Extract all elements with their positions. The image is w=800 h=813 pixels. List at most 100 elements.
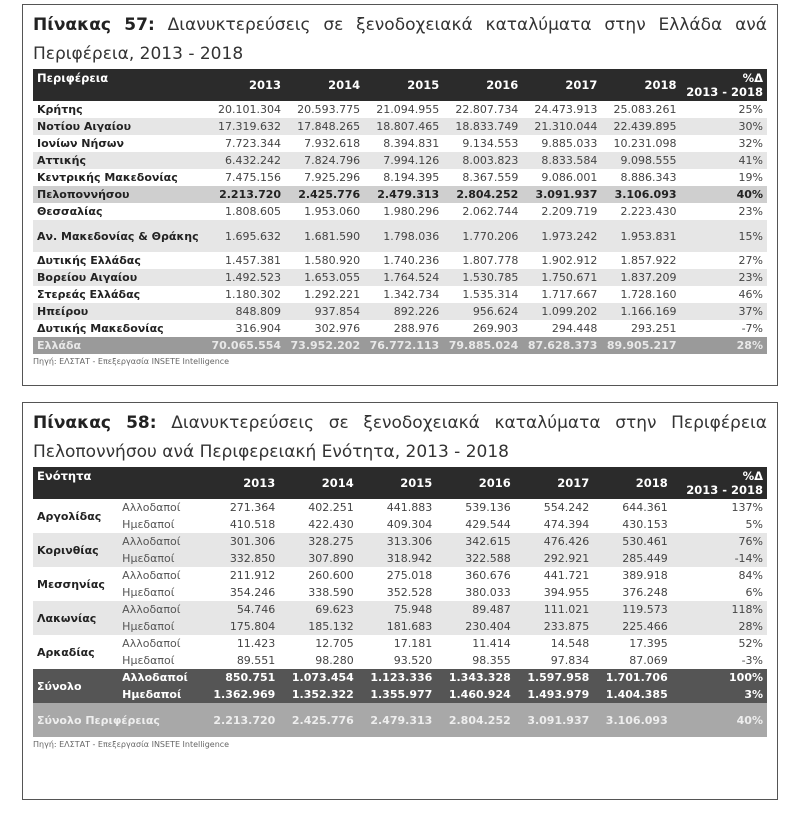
value-cell: 1.728.160 <box>620 288 677 301</box>
value-cell: 1.973.242 <box>522 220 602 252</box>
value-cell: 28% <box>671 618 767 635</box>
value-cell: 2.062.744 <box>462 205 519 218</box>
table-label: Πίνακας 57: <box>33 15 155 35</box>
value-cell: 275.018 <box>386 569 433 582</box>
value-cell: 22.439.895 <box>601 118 681 135</box>
region-name: Αν. Μακεδονίας & Θράκης <box>33 220 206 252</box>
value-cell: 97.834 <box>550 654 590 667</box>
value-cell: 3.091.937 <box>522 186 602 203</box>
region-name: Ηπείρου <box>33 303 206 320</box>
value-cell: 422.430 <box>308 518 354 531</box>
table-row: Αρκαδίας Αλλοδαποί 11.423 12.705 17.181 11.41… <box>33 635 767 659</box>
value-cell: 429.544 <box>465 518 511 531</box>
table-row: Κορινθίας Αλλοδαποί 301.306 328.275 313.306 3… <box>33 533 767 567</box>
value-cell: 30% <box>680 118 767 135</box>
value-cell: 8.367.559 <box>462 171 519 184</box>
value-cell: 181.683 <box>357 618 437 635</box>
table-row: Κεντρικής Μακεδονίας 7.475.156 7.925.296 8.… <box>33 169 767 186</box>
value-cell: 2.804.252 <box>443 186 523 203</box>
value-cell: 54.746 <box>200 601 280 618</box>
value-cell: 530.461 <box>593 533 672 550</box>
table-58-title: Πίνακας 58: Διανυκτερεύσεις σε ξενοδοχει… <box>23 403 777 467</box>
origin-label: Αλλοδαποί <box>122 501 181 514</box>
value-cell: 7.925.296 <box>304 171 361 184</box>
value-cell: 7.932.618 <box>304 137 361 150</box>
origin-label: Ημεδαποί <box>118 686 201 703</box>
value-cell: 6% <box>745 586 763 599</box>
origin-label: Αλλοδαποί <box>122 569 181 582</box>
table-row: Αν. Μακεδονίας & Θράκης 1.695.632 1.681.59… <box>33 220 767 252</box>
value-cell: 342.615 <box>436 533 515 550</box>
value-cell: 93.520 <box>393 654 433 667</box>
value-cell: 1.837.209 <box>601 269 681 286</box>
table-row: Ηπείρου 848.809 937.854 892.226 956.624 1.099… <box>33 303 767 320</box>
value-cell: 313.306 <box>357 533 437 550</box>
table-row: Θεσσαλίας 1.808.605 1.953.060 1.980.296 2.06… <box>33 203 767 220</box>
total-value: 2.213.720 <box>200 703 280 737</box>
value-cell: 6.432.242 <box>205 152 286 169</box>
value-cell: 21.094.955 <box>376 103 440 116</box>
col-header: 2014 <box>285 69 365 101</box>
value-cell: 338.590 <box>308 586 354 599</box>
value-cell: 294.448 <box>551 322 598 335</box>
value-cell: 233.875 <box>514 618 594 635</box>
value-cell: 848.809 <box>205 303 286 320</box>
value-cell: 2.223.430 <box>620 205 677 218</box>
value-cell: 260.600 <box>308 569 354 582</box>
value-cell: 1.764.524 <box>364 269 444 286</box>
col-header: 2014 <box>279 467 358 499</box>
value-cell: 32% <box>738 137 763 150</box>
value-cell: 175.804 <box>200 618 280 635</box>
total-value: 76.772.113 <box>364 337 444 354</box>
value-cell: 376.248 <box>622 586 668 599</box>
origin-label: Ημεδαποί <box>122 518 175 531</box>
change-label: %Δ <box>742 469 763 483</box>
value-cell: 69.623 <box>279 601 358 618</box>
table-row: Βορείου Αιγαίου 1.492.523 1.653.055 1.764.5… <box>33 269 767 286</box>
value-cell: 1.740.236 <box>383 254 440 267</box>
unit-name: Μεσσηνίας <box>37 577 105 591</box>
value-cell: 1.953.831 <box>601 220 681 252</box>
value-cell: 293.251 <box>631 322 677 335</box>
value-cell: 111.021 <box>514 601 594 618</box>
table-row: Ημεδαποί 332.850 307.890 318.942 322.588 292.… <box>33 550 767 567</box>
value-cell: 322.588 <box>436 550 515 567</box>
value-cell: 41% <box>680 152 767 169</box>
value-cell: 292.921 <box>514 550 594 567</box>
value-cell: 1.717.667 <box>541 288 598 301</box>
value-cell: 301.306 <box>200 533 280 550</box>
total-value: 79.885.024 <box>443 337 523 354</box>
origin-label: Ημεδαποί <box>122 654 175 667</box>
value-cell: 87.069 <box>629 654 668 667</box>
table-58-panel: Πίνακας 58: Διανυκτερεύσεις σε ξενοδοχει… <box>22 402 778 800</box>
value-cell: 1.798.036 <box>364 220 444 252</box>
origin-label: Ημεδαποί <box>118 550 201 567</box>
value-cell: 1.166.169 <box>601 303 681 320</box>
table-row: Αργολίδας Αλλοδαποί 271.364 402.251 441.883 5… <box>33 499 767 523</box>
value-cell: 211.912 <box>229 569 276 582</box>
region-name: Νοτίου Αιγαίου <box>33 118 206 135</box>
region-name: Δυτικής Μακεδονίας <box>37 322 164 335</box>
value-cell: 409.304 <box>386 518 433 531</box>
value-cell: 2.425.776 <box>285 186 365 203</box>
table-row: Μεσσηνίας Αλλοδαποί 211.912 260.600 275.018 3… <box>33 567 767 591</box>
value-cell: 118% <box>671 601 767 618</box>
value-cell: 89.551 <box>236 654 276 667</box>
value-cell: 302.976 <box>314 322 361 335</box>
value-cell: 1.902.912 <box>541 254 598 267</box>
value-cell: 332.850 <box>200 550 280 567</box>
value-cell: 8.886.343 <box>620 171 677 184</box>
value-cell: 539.136 <box>465 501 511 514</box>
value-cell: 11.414 <box>472 637 511 650</box>
total-label: Σύνολο Περιφέρειας <box>33 703 201 737</box>
value-cell: 1.355.977 <box>357 686 437 703</box>
value-cell: -3% <box>741 654 763 667</box>
value-cell: 1.597.958 <box>514 669 594 686</box>
value-cell: 352.528 <box>386 586 433 599</box>
table-57: Περιφέρεια 2013 2014 2015 2016 2017 2018… <box>33 69 767 354</box>
origin-label: Αλλοδαποί <box>118 669 201 686</box>
value-cell: 22.807.734 <box>455 103 519 116</box>
value-cell: 225.466 <box>593 618 672 635</box>
value-cell: 1.342.734 <box>383 288 440 301</box>
total-row: Ελλάδα 70.065.554 73.952.202 76.772.113 79.8… <box>33 337 767 354</box>
